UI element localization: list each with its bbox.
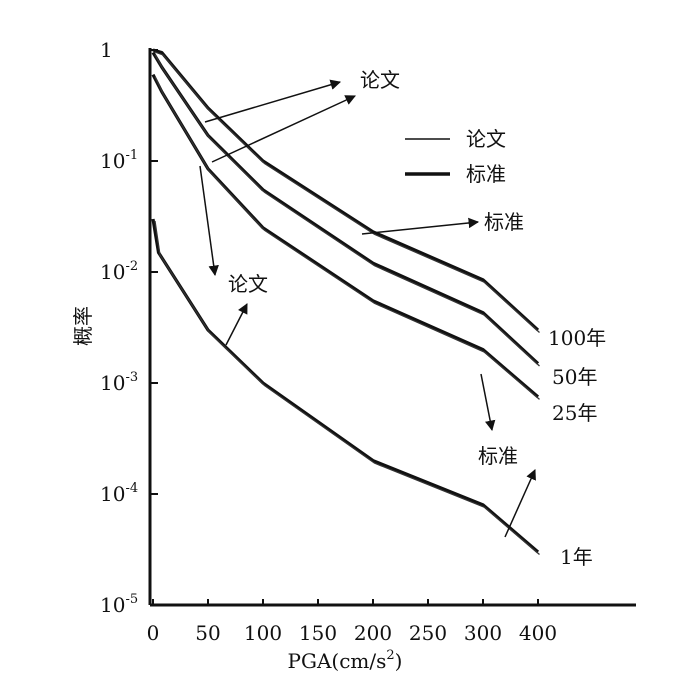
series-line-standard <box>151 73 540 399</box>
y-tick-label: 10-3 <box>100 370 138 395</box>
curves <box>151 48 540 555</box>
x-tick-label: 300 <box>464 621 502 645</box>
labels: 100年 50年 25年 1年 <box>548 326 606 569</box>
annotation-biaozhun-top: 标准 <box>484 210 524 234</box>
curve-label: 100年 <box>548 326 606 350</box>
curve-label: 50年 <box>552 365 597 389</box>
arrow-lunwen-100 <box>204 79 342 123</box>
curve-label: 1年 <box>560 545 593 569</box>
series-line-paper <box>154 76 540 400</box>
annotation-lunwen-top: 论文 <box>360 68 400 92</box>
legend-label-thin: 论文 <box>466 127 506 151</box>
ticks: 1 10-1 10-2 10-3 10-4 10-5 0 50 100 150 200 250 300 4… <box>100 38 557 645</box>
series-line-standard <box>151 218 540 554</box>
annotation-lunwen-mid: 论文 <box>228 272 268 296</box>
x-tick-label: 0 <box>147 621 160 645</box>
legend: 论文 标准 <box>405 127 506 186</box>
series-line-standard <box>152 48 540 332</box>
series-line-paper <box>154 51 540 333</box>
x-tick-label: 150 <box>299 621 337 645</box>
x-axis-label: PGA(cm/s2) <box>288 648 403 673</box>
legend-label-thick: 标准 <box>466 162 506 186</box>
x-tick-label: 50 <box>195 621 220 645</box>
x-tick-label: 250 <box>409 621 447 645</box>
arrow-lunwen-25 <box>199 165 219 277</box>
annotation-biaozhun-bottom: 标准 <box>478 444 518 468</box>
y-tick-label: 10-1 <box>100 148 138 173</box>
series-line-paper <box>154 220 540 555</box>
x-tick-label: 100 <box>244 621 282 645</box>
y-tick-label: 1 <box>100 38 113 62</box>
y-tick-label: 10-2 <box>100 259 138 284</box>
arrow-biaozhun-25 <box>480 373 496 432</box>
series-line-paper <box>154 54 540 367</box>
series-line-standard <box>151 51 540 365</box>
annotations: 论文 标准 论文 标准 <box>199 68 536 538</box>
arrow-biaozhun-1 <box>504 469 536 538</box>
axes <box>148 48 636 607</box>
arrow-lunwen-50 <box>211 95 356 163</box>
x-tick-label: 200 <box>354 621 392 645</box>
curve-label: 25年 <box>552 401 597 425</box>
y-axis-label: 概率 <box>71 306 95 346</box>
y-tick-label: 10-4 <box>100 481 138 506</box>
arrow-biaozhun-100 <box>361 217 480 235</box>
x-tick-label: 400 <box>519 621 557 645</box>
arrow-lunwen-1 <box>225 303 248 346</box>
y-tick-label: 10-5 <box>100 592 138 617</box>
